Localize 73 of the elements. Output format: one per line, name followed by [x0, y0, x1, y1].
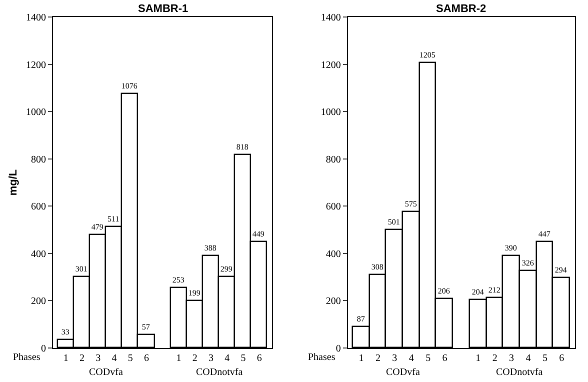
chart-title: SAMBR-2: [436, 3, 486, 15]
data-label: 87: [356, 314, 365, 324]
data-label: 511: [108, 214, 120, 224]
y-tick-label: 1000: [320, 107, 341, 118]
data-label: 1076: [121, 81, 138, 90]
data-label: 253: [172, 275, 184, 284]
x-tick-label: 1: [176, 353, 182, 364]
data-label: 294: [554, 265, 567, 274]
data-label: 308: [371, 262, 384, 272]
x-tick-label: 3: [509, 353, 514, 364]
data-label: 575: [404, 199, 417, 208]
text: Phases: [13, 352, 40, 363]
data-label: 204: [472, 287, 484, 296]
text: CODnotvfa: [196, 367, 244, 378]
data-label: 57: [142, 322, 150, 332]
x-tick-label: 5: [542, 353, 548, 364]
y-tick-label: 1200: [26, 60, 46, 71]
data-label: 1205: [419, 50, 436, 60]
x-tick-label: 2: [375, 353, 380, 364]
x-tick-label: 2: [192, 353, 198, 364]
data-label: 449: [252, 229, 264, 238]
y-tick-label: 400: [31, 248, 46, 260]
data-label: 326: [522, 258, 534, 268]
y-tick-label: 1400: [320, 12, 341, 24]
data-label: 447: [538, 229, 550, 238]
x-tick-label: 1: [476, 353, 481, 364]
x-tick-label: 3: [208, 353, 214, 364]
y-tick-label: 200: [31, 296, 46, 308]
x-tick-label: 6: [256, 353, 262, 364]
y-tick-label: 1000: [26, 107, 46, 118]
x-tick-label: 5: [426, 353, 431, 364]
x-tick-label: 6: [559, 353, 564, 364]
data-label: 388: [204, 243, 216, 252]
x-tick-label: 6: [442, 353, 448, 364]
x-tick-label: 1: [63, 353, 68, 364]
y-tick-label: 1400: [26, 12, 46, 24]
x-tick-label: 1: [358, 353, 364, 364]
y-tick-label: 600: [326, 202, 341, 213]
data-label: 390: [504, 243, 517, 252]
x-tick-label: 2: [492, 353, 498, 364]
data-label: 199: [188, 288, 200, 298]
x-tick-label: 4: [224, 353, 230, 364]
chart-title: SAMBR-1: [138, 3, 188, 15]
data-label: 299: [220, 264, 232, 274]
data-label: 206: [438, 286, 450, 296]
x-tick-label: 5: [128, 353, 133, 364]
x-tick-label: 5: [240, 353, 246, 364]
x-tick-label: 4: [112, 353, 117, 364]
y-tick-label: 600: [31, 202, 46, 213]
data-label: 33: [61, 327, 70, 336]
y-tick-label: 0: [336, 344, 341, 354]
data-label: 212: [488, 285, 500, 294]
text: CODnotvfa: [496, 367, 544, 378]
data-label: 818: [236, 142, 248, 152]
data-label: 479: [91, 222, 104, 232]
x-tick-label: 2: [80, 353, 85, 364]
text: CODvfa: [89, 367, 124, 378]
y-axis-title: mg/L: [8, 169, 20, 196]
text: Phases: [308, 352, 336, 363]
x-tick-label: 4: [408, 353, 414, 364]
data-label: 301: [75, 264, 88, 274]
x-tick-label: 4: [526, 353, 531, 364]
y-tick-label: 800: [31, 154, 46, 166]
data-label: 501: [388, 217, 400, 226]
y-tick-label: 1200: [320, 60, 341, 71]
y-tick-label: 800: [326, 154, 341, 166]
x-tick-label: 6: [144, 353, 149, 364]
y-tick-label: 400: [326, 248, 341, 260]
x-tick-label: 3: [392, 353, 398, 364]
text: CODvfa: [386, 367, 420, 378]
y-tick-label: 0: [41, 344, 46, 354]
x-tick-label: 3: [96, 353, 101, 364]
y-tick-label: 200: [326, 296, 341, 308]
